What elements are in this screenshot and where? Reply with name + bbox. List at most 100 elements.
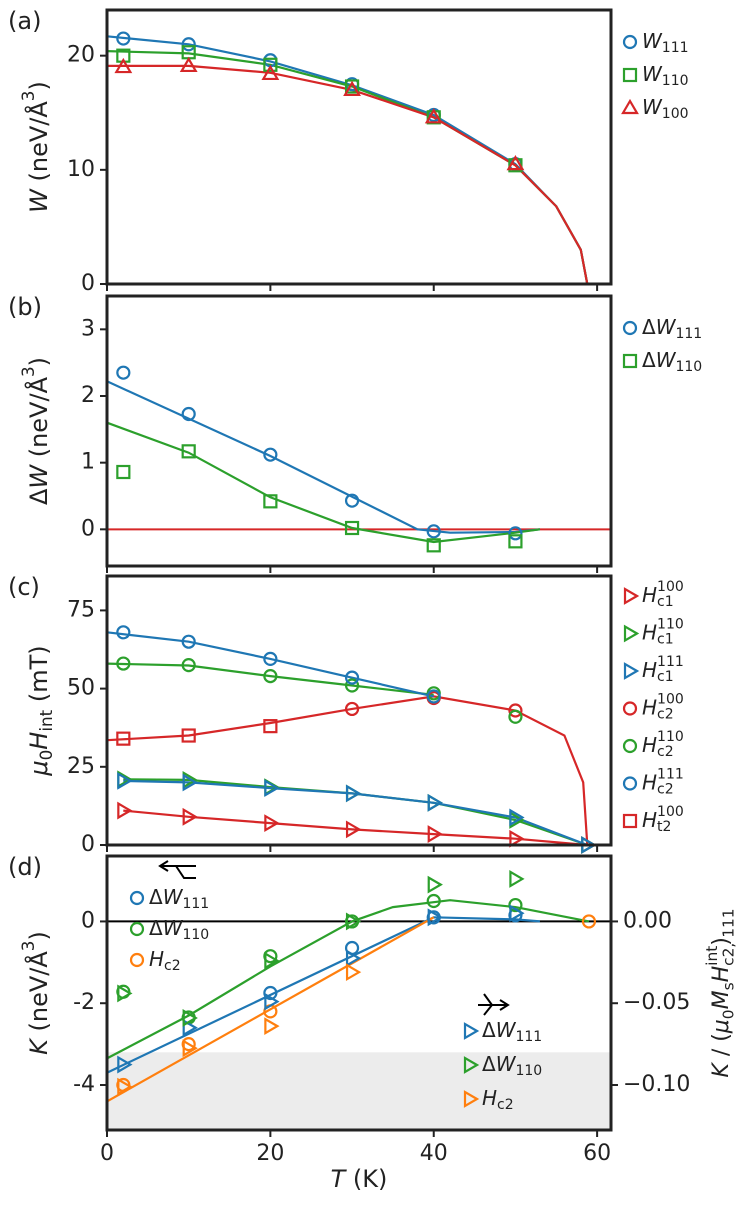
legend-label-part: H	[642, 658, 657, 682]
legend-label-part: W	[642, 29, 663, 53]
marker	[427, 793, 443, 812]
y-axis-label-part: H	[25, 732, 53, 750]
x-axis-label-part: (K)	[345, 1165, 387, 1193]
marker	[509, 869, 525, 888]
marker	[623, 624, 640, 643]
legend-label-part: 111	[515, 1029, 542, 1045]
legend-label-part: c1	[657, 632, 674, 648]
marker	[345, 963, 362, 982]
marker	[622, 67, 638, 83]
y-axis-label: ΔW (neV/Å3)	[18, 357, 53, 505]
legend-label-part: Δ	[482, 1052, 496, 1076]
fit-curve	[106, 662, 434, 696]
legend-label: Hc2111	[642, 767, 684, 798]
legend-label-part: 111	[662, 40, 689, 56]
y-axis-label-part: 3	[18, 941, 38, 952]
marker	[129, 952, 145, 968]
legend-label: ΔW110	[482, 1052, 542, 1080]
marker	[345, 912, 362, 931]
marker	[182, 1009, 198, 1027]
marker	[426, 524, 441, 539]
legend-label-part: H	[642, 620, 657, 644]
legend-label-part: W	[163, 885, 184, 909]
legend-label-part: 100	[657, 692, 684, 708]
legend-label-part: Δ	[482, 1018, 496, 1042]
marker	[344, 678, 360, 693]
y-axis-label-part: int	[36, 709, 56, 731]
legend-label-part: 110	[675, 359, 702, 375]
marker	[263, 668, 278, 684]
y-axis-label-part: (neV/Å	[24, 101, 53, 189]
marker	[623, 587, 640, 605]
legend-label-part: Δ	[149, 885, 163, 909]
legend-label-part: W	[496, 1018, 517, 1042]
legend-label-part: H	[642, 583, 657, 607]
y-tick-label: 0	[81, 271, 95, 296]
marker	[344, 79, 360, 94]
panel-label: (c)	[8, 573, 40, 601]
legend-label-part: 110	[657, 729, 684, 745]
series-line	[123, 809, 588, 847]
plot-frame	[105, 8, 613, 286]
legend-label: Ht2100	[642, 804, 684, 835]
marker	[117, 1055, 133, 1074]
marker	[622, 813, 638, 829]
marker	[182, 1018, 198, 1037]
marker	[264, 951, 280, 970]
legend-label: ΔW110	[149, 916, 209, 944]
legend-label-part: H	[642, 695, 657, 719]
legend-label-part: c2	[497, 1097, 514, 1113]
y-axis-label-part: 0	[36, 750, 56, 761]
marker	[182, 773, 198, 792]
legend-label-part: H	[642, 770, 657, 794]
y-axis-label-part: (neV/Å	[24, 951, 53, 1039]
marker	[117, 771, 133, 790]
y-tick-label: 50	[67, 676, 95, 701]
legend-label-part: Δ	[149, 916, 163, 940]
fit-curve	[106, 421, 541, 544]
marker	[114, 57, 133, 74]
marker	[427, 908, 443, 927]
legend-label: ΔW111	[642, 315, 702, 343]
marker	[264, 992, 280, 1011]
legend-label-part: W	[642, 95, 663, 119]
legend-label-part: H	[642, 733, 657, 757]
marker	[424, 108, 443, 124]
y2-axis-label-part: c2, 111	[719, 908, 737, 965]
legend-label-part: 110	[515, 1063, 542, 1079]
marker	[116, 365, 131, 380]
x-tick-label: 60	[583, 1141, 611, 1166]
marker	[182, 1039, 198, 1058]
marker	[345, 820, 362, 839]
series-line	[123, 779, 588, 847]
legend-label-part: c2	[164, 958, 181, 974]
y-axis-label-part: W	[25, 188, 53, 213]
marker	[427, 875, 443, 894]
marker	[116, 625, 131, 640]
marker	[463, 1056, 480, 1074]
legend-label: Hc2	[149, 947, 181, 975]
y-axis-label-part: Δ	[25, 488, 53, 505]
fit-curve	[106, 380, 541, 534]
legend-label: W111	[642, 29, 689, 57]
y-tick-label: 1	[81, 450, 95, 475]
y2-axis-label-part: / (	[709, 1033, 734, 1063]
legend-label-part: Δ	[642, 315, 656, 339]
marker	[263, 719, 278, 734]
marker	[506, 154, 525, 171]
y2-axis-label-part: int	[703, 946, 721, 966]
marker	[622, 701, 638, 716]
legend-label: Hc2110	[642, 729, 684, 760]
legend-label-part: 111	[182, 896, 209, 912]
marker	[427, 825, 443, 843]
marker	[508, 703, 523, 718]
marker	[345, 949, 362, 968]
legend-label-part: H	[149, 947, 164, 971]
panel-label: (a)	[8, 7, 41, 35]
marker	[116, 656, 131, 671]
legend-label-part: 100	[657, 579, 684, 595]
marker	[116, 31, 131, 46]
legend-label: Hc1110	[642, 617, 684, 648]
legend-label: W110	[642, 62, 689, 90]
legend-label-part: W	[656, 348, 677, 372]
